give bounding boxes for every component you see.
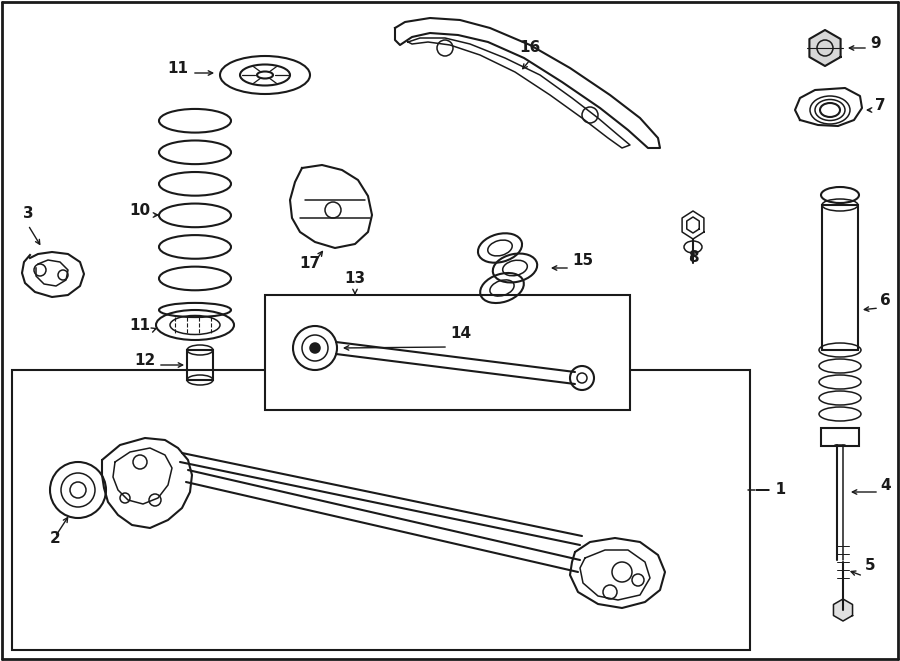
Text: 7: 7 bbox=[875, 98, 886, 113]
Bar bbox=[187, 350, 213, 380]
Text: 4: 4 bbox=[880, 478, 891, 493]
Text: 2: 2 bbox=[50, 531, 60, 546]
Bar bbox=[822, 205, 858, 350]
Circle shape bbox=[310, 343, 320, 353]
Bar bbox=[265, 295, 630, 410]
Text: 5: 5 bbox=[865, 558, 876, 573]
Text: 14: 14 bbox=[450, 326, 471, 341]
Text: 10: 10 bbox=[130, 203, 150, 218]
Text: 9: 9 bbox=[870, 36, 880, 51]
Text: 3: 3 bbox=[22, 206, 33, 221]
Text: 12: 12 bbox=[134, 353, 156, 368]
Text: 8: 8 bbox=[688, 250, 698, 265]
Text: 13: 13 bbox=[345, 271, 365, 286]
Text: 17: 17 bbox=[300, 256, 320, 271]
Text: — 1: — 1 bbox=[755, 483, 786, 498]
Text: 6: 6 bbox=[880, 293, 891, 308]
Polygon shape bbox=[809, 30, 841, 66]
Text: 11: 11 bbox=[130, 318, 150, 333]
Polygon shape bbox=[833, 599, 852, 621]
Bar bbox=[821, 428, 859, 446]
Text: 16: 16 bbox=[519, 40, 541, 55]
Text: 11: 11 bbox=[167, 61, 188, 76]
Text: 15: 15 bbox=[572, 253, 593, 268]
Bar bbox=[12, 370, 750, 650]
